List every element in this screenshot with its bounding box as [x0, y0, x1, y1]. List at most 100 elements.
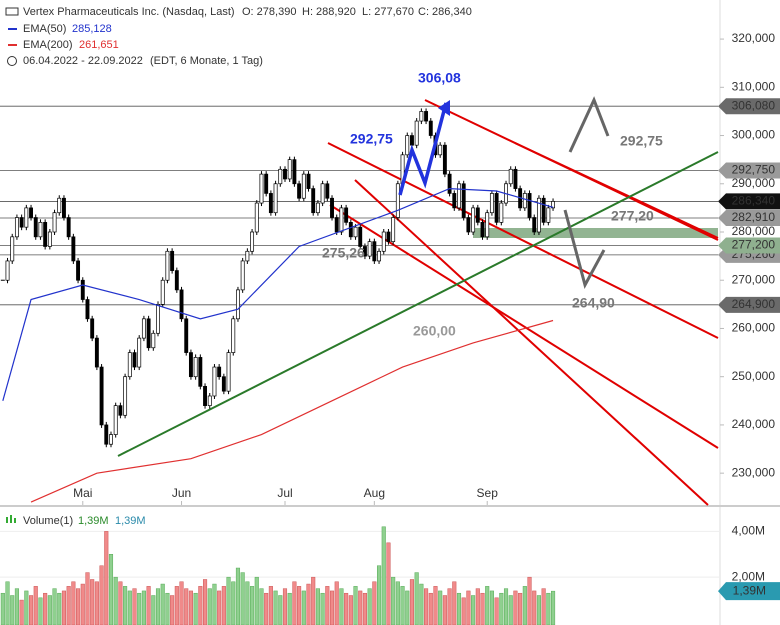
volume-bar — [358, 590, 363, 625]
volume-bar — [188, 590, 193, 625]
candle — [471, 207, 476, 233]
volume-bar — [386, 542, 391, 625]
candle — [198, 357, 203, 387]
candle — [499, 202, 504, 223]
candle — [264, 173, 269, 194]
volume-bar — [287, 592, 292, 625]
candle — [109, 434, 113, 445]
candle — [522, 193, 527, 209]
annotation: 275,26 — [322, 245, 365, 261]
volume-tick-label: 2,00M — [732, 569, 765, 583]
volume-bar — [217, 590, 222, 625]
volume-bar — [61, 590, 67, 625]
candle — [508, 168, 513, 185]
volume-bar — [395, 581, 400, 625]
volume-bar — [202, 579, 208, 625]
y-tick-label: 240,000 — [732, 417, 776, 431]
candle — [259, 173, 264, 204]
volume-bar — [198, 586, 203, 625]
volume-bar — [376, 565, 382, 625]
legend-value: 261,651 — [79, 39, 119, 51]
candle — [221, 376, 226, 392]
volume-box — [718, 582, 780, 601]
candle — [141, 318, 146, 339]
candle — [438, 144, 443, 156]
volume-bar — [174, 586, 179, 625]
candle — [5, 260, 10, 281]
candle — [527, 193, 532, 218]
candle — [428, 120, 433, 136]
candle — [362, 246, 367, 257]
title: Vertex Pharmaceuticals Inc. (Nasdaq, Las… — [23, 6, 235, 18]
legend-label: EMA(50) — [23, 23, 66, 35]
candle — [297, 183, 302, 199]
candle — [99, 366, 104, 426]
icon — [6, 517, 8, 523]
icon — [14, 518, 16, 523]
volume-bar — [344, 592, 349, 625]
annotation: 264,90 — [572, 295, 615, 311]
candle — [410, 135, 414, 146]
candle — [287, 159, 292, 180]
volume-bar — [334, 581, 339, 625]
volume-bar — [301, 590, 306, 625]
candle — [536, 197, 541, 233]
volume-bar — [76, 588, 81, 625]
volume-bar — [207, 588, 212, 625]
candle — [315, 202, 320, 214]
candle — [386, 231, 391, 242]
candle — [546, 207, 551, 223]
y-tick-label: 320,000 — [732, 31, 776, 45]
volume-bar — [438, 590, 443, 625]
candle — [395, 183, 400, 218]
volume-bar — [532, 590, 537, 625]
volume-bar — [52, 588, 57, 625]
volume-bar — [250, 586, 255, 625]
candle — [174, 270, 179, 291]
y-tick-label: 250,000 — [732, 369, 776, 383]
trendline-green — [117, 151, 719, 457]
volume-bar — [475, 588, 480, 625]
candle — [52, 212, 57, 233]
candle — [466, 217, 471, 233]
candle — [236, 289, 240, 320]
volume-bar — [527, 576, 532, 625]
support-zone — [473, 228, 718, 238]
volume-bar — [165, 592, 170, 625]
arrow-gray — [563, 209, 606, 290]
candle — [57, 197, 62, 214]
volume-bar — [0, 592, 5, 625]
candle — [118, 405, 123, 416]
candle — [367, 241, 372, 257]
candle — [447, 173, 452, 194]
candle — [419, 111, 424, 122]
candle — [348, 222, 353, 238]
volume-bar — [485, 586, 490, 625]
candle — [160, 279, 165, 305]
candle — [188, 352, 193, 378]
volume-bar — [151, 595, 156, 625]
candle — [283, 168, 287, 180]
volume-bar — [104, 531, 109, 625]
level-box — [718, 237, 780, 254]
candle — [273, 183, 278, 214]
candle — [94, 337, 99, 368]
volume-bar — [212, 583, 217, 625]
candle — [90, 318, 95, 339]
volume-bar — [264, 592, 269, 625]
volume-bar — [278, 595, 283, 625]
candle — [29, 207, 33, 218]
candle — [372, 241, 377, 262]
candle — [123, 376, 128, 416]
ohlc: H: 288,920 — [302, 6, 356, 18]
legend-value: 285,128 — [72, 23, 112, 35]
volume-bar — [123, 586, 128, 625]
candle — [165, 250, 170, 281]
candle — [71, 236, 76, 262]
candle — [47, 231, 52, 247]
candle — [405, 135, 410, 156]
candle — [127, 352, 132, 378]
candle — [240, 260, 245, 291]
candle — [532, 217, 537, 233]
